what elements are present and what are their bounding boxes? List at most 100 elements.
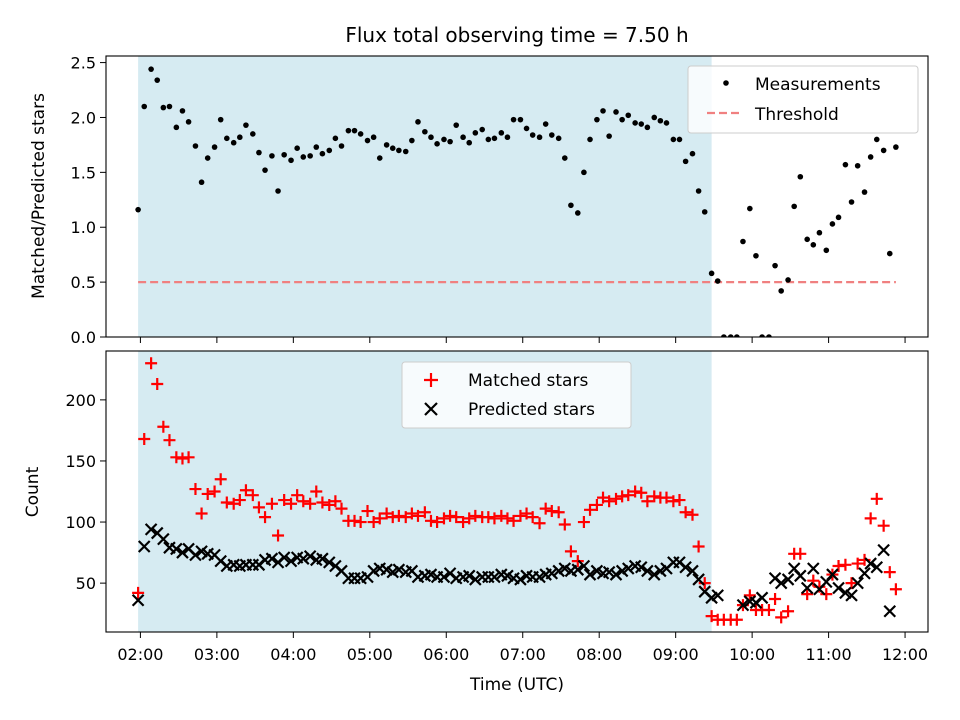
matched-stars-point — [386, 511, 399, 524]
matched-stars-point — [526, 511, 539, 524]
bottom-legend-box — [401, 361, 632, 429]
predicted-stars-point — [462, 569, 476, 583]
measurement-point — [185, 119, 192, 125]
measurement-point — [574, 210, 581, 216]
predicted-stars-point — [774, 576, 788, 590]
predicted-stars-point — [883, 604, 897, 618]
matched-stars-point — [762, 604, 775, 617]
measurement-point — [682, 158, 689, 165]
matched-stars-point — [539, 502, 552, 515]
measurement-point — [548, 132, 555, 138]
predicted-stars-point — [602, 565, 616, 579]
matched-stars-point — [361, 505, 374, 518]
matched-stars-point — [138, 432, 151, 445]
matched-stars-point — [558, 518, 571, 531]
top-panel: 0.0 0.5 1.0 1.5 2.0 2.5 Matched/Predicted sta… — [29, 54, 929, 347]
matched-stars-point — [431, 516, 444, 529]
matched-stars-point — [482, 511, 495, 524]
predicted-stars-point — [807, 562, 820, 575]
measurement-point — [861, 189, 868, 195]
matched-stars-point — [278, 494, 291, 507]
predicted-stars-point — [781, 573, 795, 586]
matched-stars-point — [622, 489, 635, 502]
measurement-point — [179, 108, 186, 114]
measurement-point — [613, 109, 619, 115]
x-tick-label: 11:00 — [806, 645, 852, 664]
matched-stars-point — [839, 558, 852, 571]
measurement-point — [211, 144, 218, 150]
measurement-point — [848, 199, 855, 205]
measurement-point — [326, 147, 333, 154]
bottom-y-tick-label: 100 — [65, 513, 96, 532]
matched-stars-point — [418, 506, 431, 519]
measurement-point — [791, 203, 797, 210]
measurement-point — [835, 214, 842, 221]
matched-stars-point — [182, 451, 195, 464]
top-shaded-region — [138, 56, 712, 337]
matched-stars-point — [495, 509, 508, 522]
matched-stars-point — [782, 605, 795, 618]
measurement-point — [727, 334, 734, 337]
matched-stars-point — [488, 512, 501, 525]
measurement-point — [804, 236, 810, 243]
measurement-point — [606, 133, 612, 139]
matched-stars-point — [157, 420, 170, 433]
measurement-point — [198, 179, 205, 186]
measurement-point — [886, 250, 893, 257]
predicted-stars-point — [634, 560, 648, 574]
matched-stars-point — [469, 509, 482, 522]
measurement-point — [288, 157, 294, 164]
matched-stars-point — [641, 495, 654, 508]
measurement-point — [422, 128, 428, 135]
top-y-tick-label: 1.5 — [71, 163, 96, 182]
predicted-stars-point — [323, 556, 336, 569]
matched-stars-point — [673, 494, 686, 507]
measurement-point — [466, 139, 473, 146]
measurement-point — [230, 139, 237, 146]
predicted-stars-point — [277, 551, 291, 564]
measurement-point — [867, 154, 874, 160]
measurement-point — [479, 126, 486, 133]
matched-stars-point — [603, 495, 616, 508]
measurement-point — [332, 135, 339, 142]
matched-stars-point — [775, 611, 788, 624]
predicted-stars-point — [284, 554, 298, 568]
matched-stars-point — [304, 497, 317, 510]
matched-stars-point — [883, 566, 896, 579]
measurement-point — [250, 131, 256, 137]
bottom-legend: Matched stars Predicted stars — [401, 361, 632, 429]
measurement-point — [542, 121, 549, 127]
measurement-point — [160, 104, 167, 111]
predicted-stars-point — [621, 562, 635, 575]
matched-stars-point — [208, 485, 221, 498]
matched-stars-point — [291, 489, 304, 502]
matched-stars-point — [272, 529, 285, 542]
predicted-stars-point — [692, 573, 705, 586]
measurement-point — [644, 124, 651, 131]
matched-stars-point — [501, 512, 514, 525]
measurement-point — [294, 145, 300, 152]
measurement-point — [256, 149, 262, 156]
measurement-point — [772, 262, 778, 269]
measurement-point — [275, 188, 281, 194]
matched-stars-point — [252, 501, 265, 514]
measurement-point — [135, 206, 141, 213]
top-y-tick-label: 0.5 — [71, 273, 96, 292]
legend-measurements-marker — [723, 80, 729, 86]
measurement-point — [740, 238, 746, 245]
predicted-stars-point — [437, 570, 451, 584]
matched-stars-point — [851, 557, 864, 570]
predicted-stars-point — [265, 552, 279, 565]
measurement-point — [581, 169, 587, 176]
predicted-stars-point — [137, 540, 151, 553]
measurement-point — [351, 127, 358, 134]
measurement-point — [708, 270, 715, 277]
top-axes-frame — [105, 55, 929, 338]
predicted-stars-point — [647, 568, 661, 581]
predicted-stars-point — [679, 560, 692, 574]
matched-stars-point — [667, 495, 680, 508]
top-y-tick-label: 2.5 — [71, 54, 96, 73]
measurement-point — [555, 135, 562, 142]
matched-stars-point — [399, 511, 412, 524]
measurement-point — [281, 151, 287, 158]
